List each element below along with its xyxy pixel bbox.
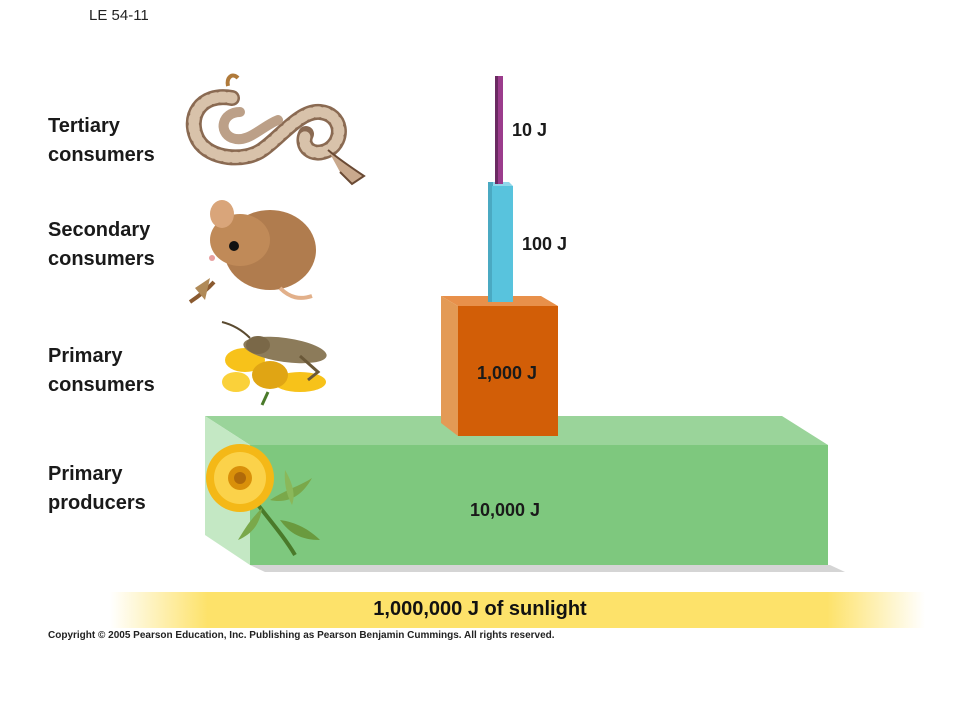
secondary-consumers-bar — [488, 182, 513, 302]
secondary-label-line1: Secondary — [48, 219, 151, 241]
primary-consumers-label-line2: consumers — [48, 374, 155, 396]
primary-consumers-energy-value: 1,000 J — [477, 363, 538, 383]
primary-producers-label: Primary producers — [48, 460, 146, 518]
tertiary-label-line1: Tertiary — [48, 115, 120, 137]
producers-block — [205, 416, 828, 565]
primary-consumers-label: Primary consumers — [48, 342, 155, 400]
tertiary-label-line2: consumers — [48, 144, 155, 166]
secondary-label-line2: consumers — [48, 248, 155, 270]
snake-icon — [185, 73, 366, 186]
copyright-notice: Copyright © 2005 Pearson Education, Inc.… — [48, 630, 555, 641]
primary-consumers-label-line1: Primary — [48, 345, 123, 367]
slide-id: LE 54-11 — [89, 7, 149, 24]
sunlight-label: 1,000,000 J of sunlight — [373, 598, 587, 620]
producers-energy-value: 10,000 J — [470, 500, 541, 520]
tertiary-consumers-bar — [495, 76, 503, 184]
sunlight-band — [110, 592, 925, 628]
flower-plant-icon — [206, 444, 320, 557]
grasshopper-icon — [221, 321, 327, 406]
mouse-icon — [188, 200, 316, 304]
producers-label-line2: producers — [48, 492, 146, 514]
secondary-consumers-label: Secondary consumers — [48, 216, 155, 274]
tertiary-energy-value: 10 J — [512, 120, 548, 140]
producers-block-shadow — [250, 565, 845, 572]
producers-label-line1: Primary — [48, 463, 123, 485]
tertiary-consumers-label: Tertiary consumers — [48, 112, 155, 170]
secondary-energy-value: 100 J — [522, 234, 568, 254]
